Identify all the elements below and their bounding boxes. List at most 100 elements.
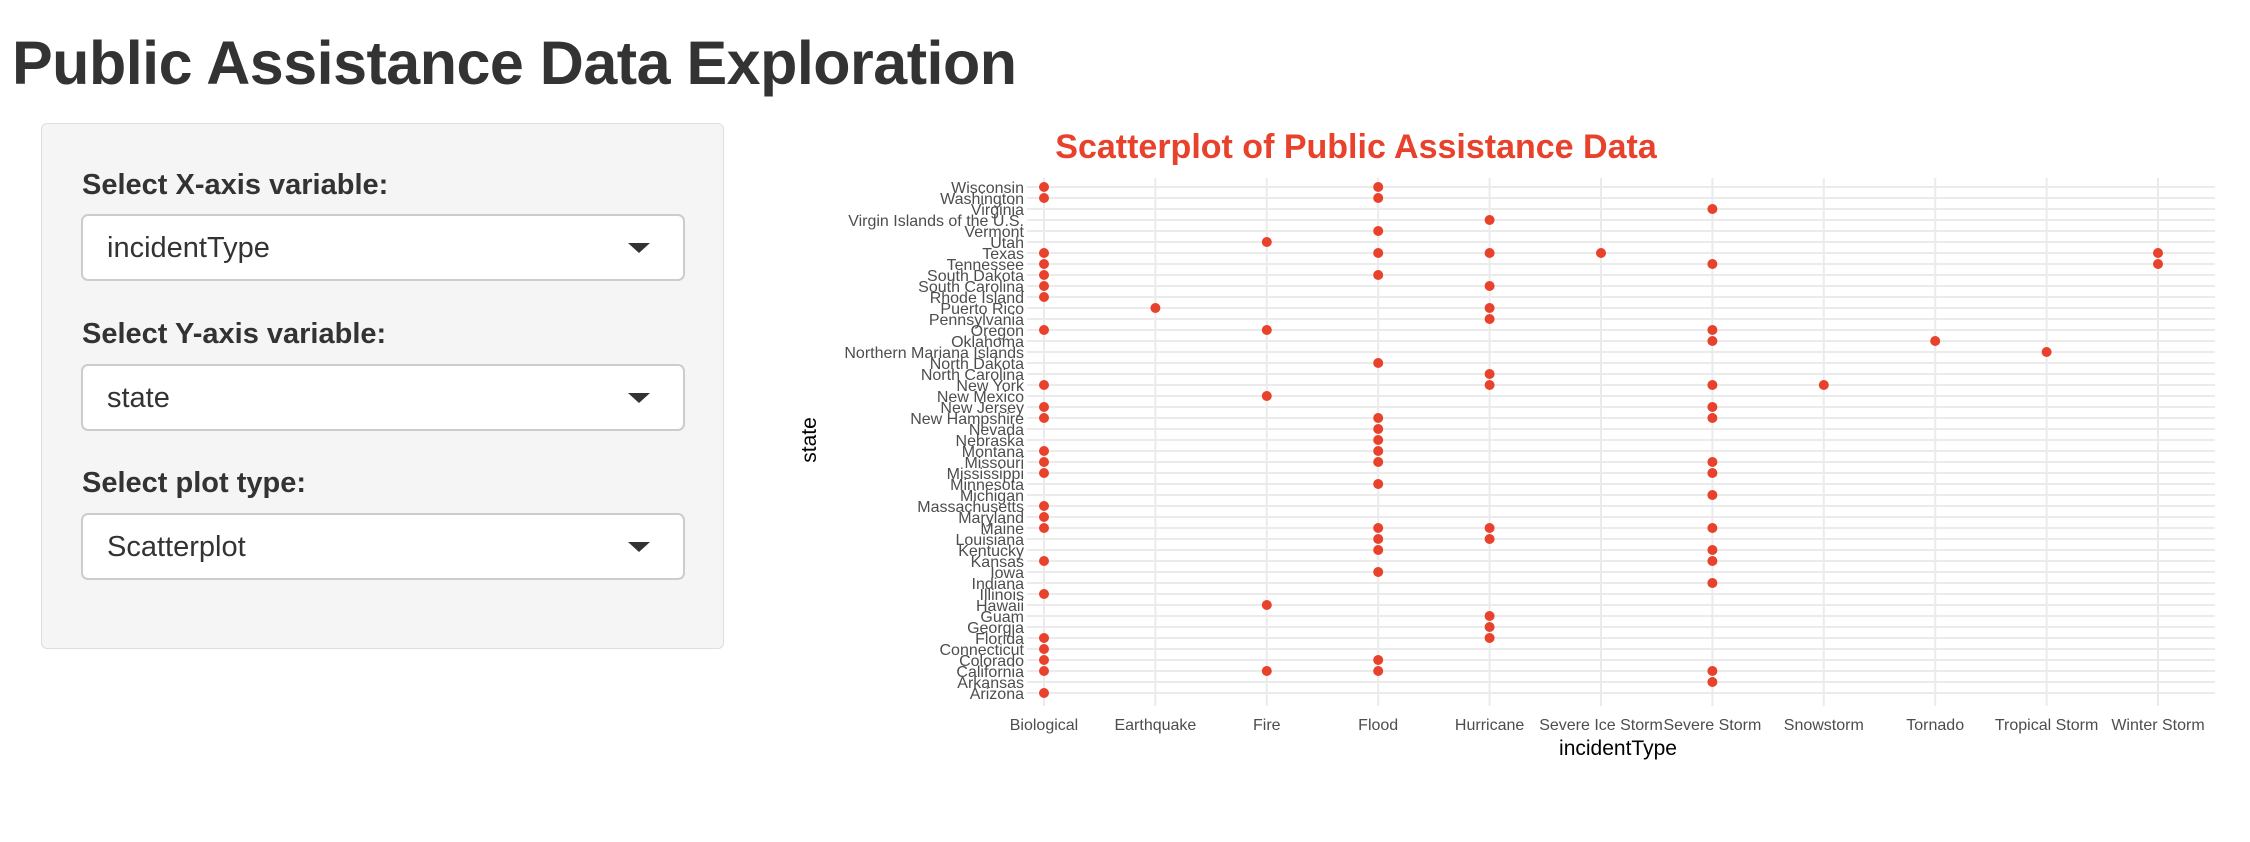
scatter-point xyxy=(1039,655,1049,665)
scatter-point xyxy=(1484,622,1495,632)
scatter-point xyxy=(2153,259,2163,269)
scatter-point xyxy=(1039,402,1049,412)
scatter-point xyxy=(1373,270,1384,280)
scatter-point xyxy=(1039,380,1049,390)
scatter-point xyxy=(1261,666,1272,676)
scatterplot-chart: Scatterplot of Public Assistance Data Ar… xyxy=(798,128,2215,760)
scatter-point xyxy=(1484,281,1495,291)
scatter-point xyxy=(1484,534,1495,544)
scatter-point xyxy=(1707,402,1718,412)
y-tick-label: New Mexico xyxy=(937,389,1024,406)
y-tick-label: Oregon xyxy=(971,323,1024,340)
y-tick-label: Wisconsin xyxy=(951,180,1024,197)
scatter-point xyxy=(1484,215,1495,225)
y-tick-label: Vermont xyxy=(964,224,1024,241)
y-tick-label: South Dakota xyxy=(927,268,1024,285)
y-tick-label: Arizona xyxy=(970,686,1024,703)
y-tick-label: Virgin Islands of the U.S. xyxy=(848,213,1024,230)
y-axis-select-value: state xyxy=(107,382,170,414)
scatter-point xyxy=(1373,479,1384,489)
x-tick-label: Fire xyxy=(1253,717,1281,734)
chart-title: Scatterplot of Public Assistance Data xyxy=(1055,128,1658,166)
y-tick-label: Colorado xyxy=(959,653,1024,670)
y-tick-label: Iowa xyxy=(990,565,1024,582)
scatter-point xyxy=(1484,633,1495,643)
x-tick-label: Hurricane xyxy=(1455,717,1524,734)
y-tick-label: Connecticut xyxy=(940,642,1025,659)
page-title: Public Assistance Data Exploration xyxy=(12,29,1017,97)
y-tick-label: Nevada xyxy=(969,422,1024,439)
scatter-point xyxy=(1039,633,1049,643)
y-tick-label: Guam xyxy=(980,609,1024,626)
y-tick-label: New York xyxy=(956,378,1025,395)
scatter-point xyxy=(1707,325,1718,335)
scatter-point xyxy=(1039,501,1049,511)
scatter-point xyxy=(1818,380,1829,390)
scatter-point xyxy=(1039,457,1049,467)
y-tick-label: Arkansas xyxy=(957,675,1024,692)
plot-type-select-value: Scatterplot xyxy=(107,531,246,563)
scatter-point xyxy=(1484,248,1495,258)
scatter-point xyxy=(1039,182,1049,192)
x-axis-title: incidentType xyxy=(1559,737,1677,760)
x-tick-labels: Biological Earthquake Fire Flood Hurricane Se… xyxy=(1010,717,2205,734)
chevron-down-icon xyxy=(628,542,650,552)
scatter-point xyxy=(1373,523,1384,533)
scatter-point xyxy=(1484,611,1495,621)
y-axis-select[interactable]: state xyxy=(81,364,685,431)
y-tick-label: Tennessee xyxy=(947,257,1024,274)
scatter-point xyxy=(1039,259,1049,269)
scatter-point xyxy=(1707,457,1718,467)
scatter-point xyxy=(1150,303,1161,313)
y-tick-label: Hawaii xyxy=(976,598,1024,615)
y-tick-label: Pennsylvania xyxy=(929,312,1024,329)
scatter-point xyxy=(1373,446,1384,456)
y-tick-label: Puerto Rico xyxy=(940,301,1024,318)
x-tick-label: Earthquake xyxy=(1114,717,1196,734)
scatter-point xyxy=(1373,193,1384,203)
scatter-point xyxy=(1039,325,1049,335)
scatter-point xyxy=(1039,512,1049,522)
scatter-point xyxy=(1373,424,1384,434)
y-tick-label: California xyxy=(956,664,1024,681)
scatter-point xyxy=(1707,666,1718,676)
scatter-point xyxy=(1707,545,1718,555)
y-tick-label: Massachusetts xyxy=(917,499,1024,516)
y-tick-label: Maryland xyxy=(958,510,1024,527)
y-tick-label: Montana xyxy=(962,444,1024,461)
y-tick-label: Nebraska xyxy=(956,433,1025,450)
scatter-point xyxy=(1373,248,1384,258)
y-tick-label: Washington xyxy=(940,191,1024,208)
y-tick-label: Maine xyxy=(980,521,1024,538)
scatter-point xyxy=(1373,182,1384,192)
scatter-point xyxy=(1039,270,1049,280)
scatter-point xyxy=(2153,248,2163,258)
y-tick-label: Texas xyxy=(982,246,1024,263)
scatter-point xyxy=(1707,259,1718,269)
plot-type-select[interactable]: Scatterplot xyxy=(81,513,685,580)
x-tick-label: Snowstorm xyxy=(1784,717,1864,734)
scatter-point xyxy=(1707,380,1718,390)
y-tick-label: Missouri xyxy=(964,455,1024,472)
scatter-point xyxy=(1373,413,1384,423)
y-axis-select-label: Select Y-axis variable: xyxy=(82,318,387,350)
x-tick-label: Winter Storm xyxy=(2111,717,2204,734)
scatter-point xyxy=(1707,578,1718,588)
scatter-point xyxy=(1039,688,1049,698)
scatter-point xyxy=(1039,666,1049,676)
y-tick-label: New Hampshire xyxy=(910,411,1024,428)
scatter-point xyxy=(1484,523,1495,533)
y-tick-label: Kansas xyxy=(971,554,1024,571)
y-tick-label: Louisiana xyxy=(956,532,1025,549)
y-tick-label: New Jersey xyxy=(940,400,1024,417)
scatter-point xyxy=(1707,523,1718,533)
scatter-point xyxy=(1373,666,1384,676)
scatter-point xyxy=(1039,193,1049,203)
scatter-point xyxy=(1707,468,1718,478)
scatter-point xyxy=(1261,391,1272,401)
scatter-point xyxy=(1373,534,1384,544)
scatter-point xyxy=(1373,435,1384,445)
x-axis-select[interactable]: incidentType xyxy=(81,214,685,281)
scatter-point xyxy=(1039,292,1049,302)
x-tick-label: Severe Ice Storm xyxy=(1539,717,1663,734)
